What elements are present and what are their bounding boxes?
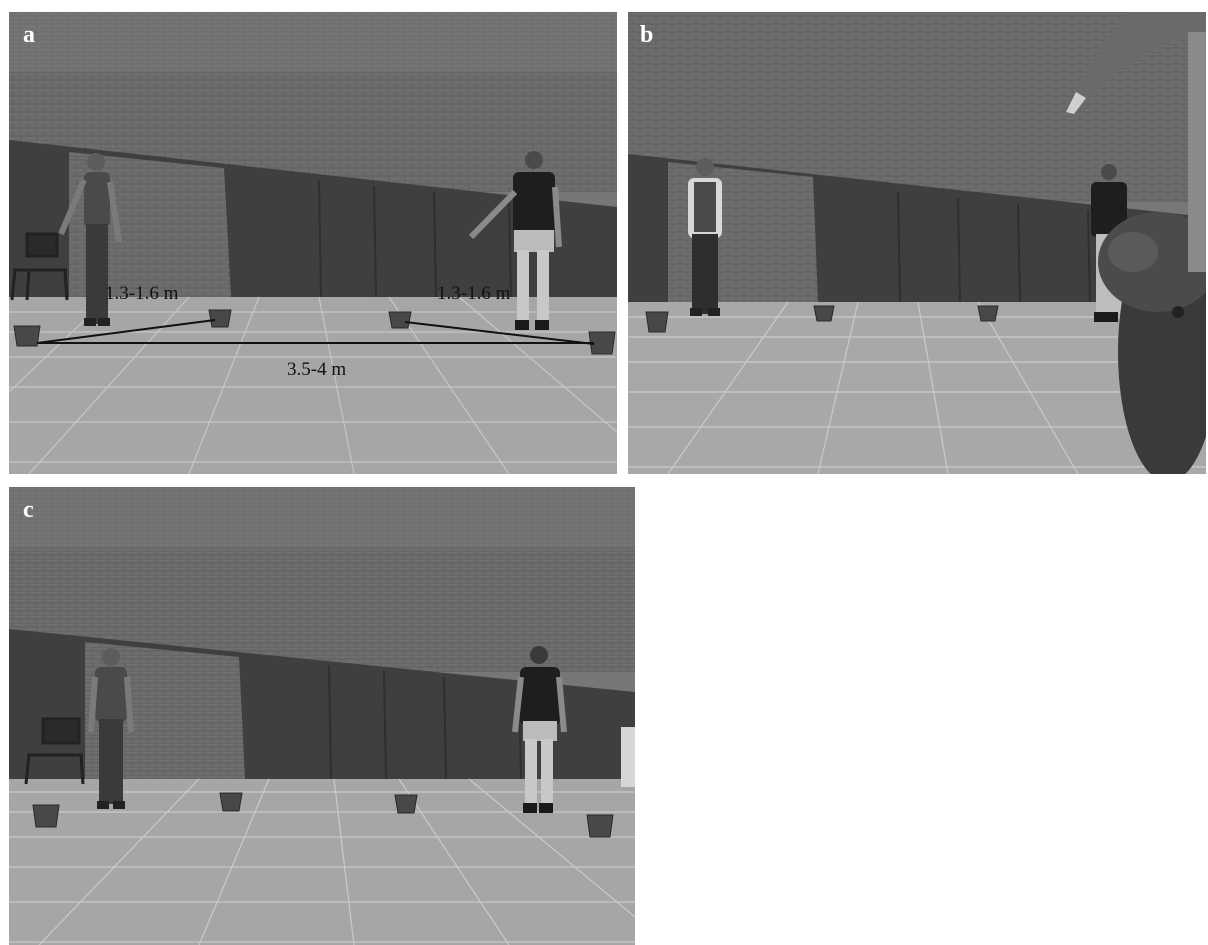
photo-panel-b: b [628,12,1206,474]
panel-letter-a: a [23,22,35,48]
left-distance-label: 1.3-1.6 m [105,283,179,304]
pots [13,309,616,355]
dog [1098,212,1206,474]
right-distance-label: 1.3-1.6 m [437,283,511,304]
panel-letter-b: b [640,22,654,48]
scene-b [628,12,1206,474]
photo-panel-c: c [9,487,635,945]
experimenter-arm [1066,12,1206,272]
person-left [58,153,122,326]
person-right [468,151,562,330]
panel-letter-c: c [23,497,34,523]
scene-a [9,12,617,474]
scene-c [9,487,635,945]
photo-panel-a: a 1.3-1.6 m 1.3-1.6 m 3.5-4 m [9,12,617,474]
chair [10,232,69,301]
measurement-lines [36,319,595,345]
floor [9,297,617,474]
total-distance-label: 3.5-4 m [287,359,347,380]
